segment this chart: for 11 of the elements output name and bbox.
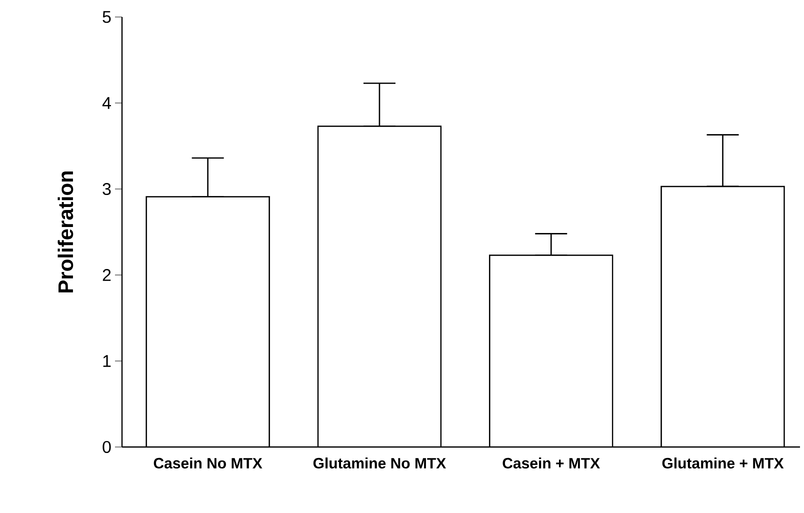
y-tick-label: 5 <box>102 11 111 23</box>
y-axis-title: Proliferation <box>58 171 74 292</box>
y-tick-label: 0 <box>102 440 111 454</box>
x-tick-label: Glutamine + MTX <box>662 458 784 469</box>
y-tick-label: 2 <box>102 269 111 281</box>
y-tick-label: 3 <box>102 182 111 196</box>
x-tick-label: Casein No MTX <box>154 458 262 469</box>
y-tick-label: 1 <box>103 355 111 367</box>
x-tick-label: Casein + MTX <box>502 458 600 469</box>
x-tick-label: Glutamine No MTX <box>313 458 446 469</box>
y-tick-label: 4 <box>102 97 111 109</box>
